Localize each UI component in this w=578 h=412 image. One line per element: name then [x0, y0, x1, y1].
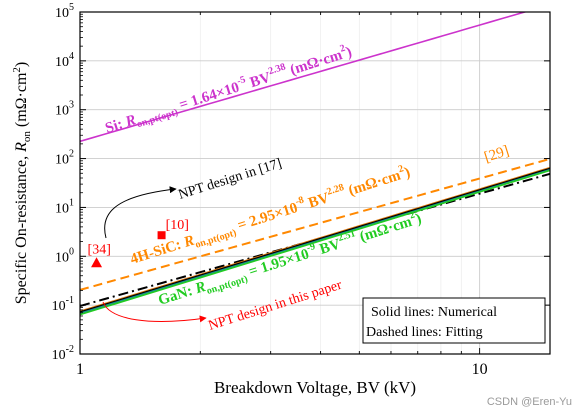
series-line-gan_num: [80, 169, 550, 316]
si-formula: Si: Ron,pt(opt) = 1.64×10-5 BV2.38 (mΩ·c…: [102, 41, 354, 139]
y-tick-label: 10-2: [52, 344, 74, 363]
y-tick-label: 104: [55, 51, 74, 70]
series-line-sic_num: [80, 166, 550, 313]
series-line-black_num: [80, 167, 550, 313]
x-tick-label: 10: [472, 361, 488, 378]
point-ref34: [91, 257, 103, 268]
series-line-si: [80, 12, 528, 143]
axis-ticks: 10-2 10-1 100 101 102 103 104 105 1 10: [52, 2, 550, 378]
y-axis-label: Specific On-resistance, Ron (mΩ·cm2): [11, 62, 33, 305]
point-label-ref34: [34]: [88, 242, 111, 257]
point-ref10: [157, 231, 166, 240]
y-tick-label: 102: [55, 149, 74, 168]
npt-paper-arrow: [102, 301, 207, 323]
legend-solid-label: Solid lines: Numerical: [371, 305, 497, 320]
npt17-arrow: [104, 186, 177, 239]
legend: Solid lines: Numerical Dashed lines: Fit…: [362, 297, 546, 344]
plot-frame: [79, 11, 551, 355]
y-tick-label: 105: [55, 2, 74, 21]
y-tick-label: 101: [55, 197, 74, 216]
reference-points: [34] [10]: [88, 218, 189, 268]
sic-ref-label: [29]: [482, 143, 511, 166]
point-label-ref10: [10]: [166, 218, 189, 233]
series-line-sic_fit: [80, 157, 550, 291]
npt17-label: NPT design in [17]: [177, 156, 284, 203]
watermark: CSDN @Eren-Yu: [486, 396, 572, 408]
y-tick-label: 100: [55, 246, 74, 265]
legend-box: [362, 297, 546, 344]
x-tick-label: 1: [76, 361, 84, 378]
x-axis-label: Breakdown Voltage, BV (kV): [214, 378, 416, 397]
y-tick-label: 103: [55, 100, 74, 119]
series-lines: [80, 12, 550, 316]
legend-dashed-label: Dashed lines: Fitting: [366, 325, 483, 340]
y-tick-label: 10-1: [52, 295, 74, 314]
